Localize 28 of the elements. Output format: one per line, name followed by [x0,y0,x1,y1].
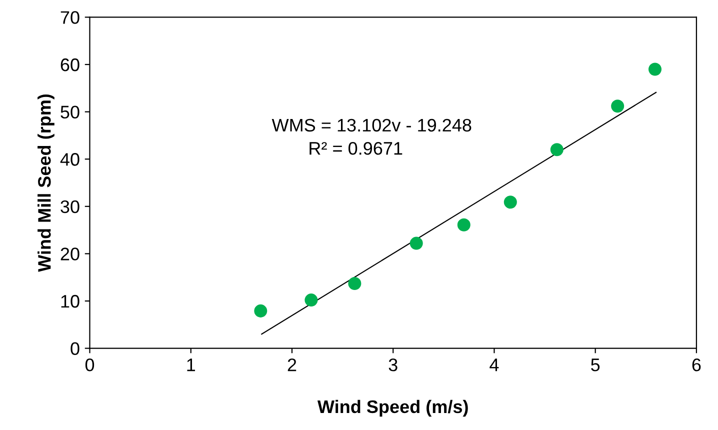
point [550,143,564,156]
x-axis-title: Wind Speed (m/s) [317,400,468,417]
y-tick-label: 30 [60,200,80,214]
point [504,196,517,209]
y-axis-title: Wind Mill Seed (rpm) [38,94,54,272]
point [254,304,268,318]
point [410,236,423,250]
point [304,294,318,307]
x-tick-label: 4 [490,358,499,372]
y-tick-label: 40 [60,153,80,166]
annotation: R² = 0.9671 [310,142,402,155]
x-tick-label: 3 [388,358,398,372]
y-tick-label: 10 [61,294,80,308]
annotation: WMS = 13.102v - 19.248 [272,118,472,132]
x-tick-label: 0 [85,358,94,372]
y-tick-label: 70 [60,11,80,24]
point [611,100,624,113]
x-tick-label: 5 [591,358,600,372]
y-tick-label: 60 [60,58,80,72]
y-tick-label: 0 [70,342,80,356]
x-tick-label: 2 [288,358,296,372]
y-tick-label: 50 [60,106,80,119]
x-tick-label: 1 [187,358,196,372]
point [648,62,662,76]
x-tick-label: 6 [692,358,701,372]
point [457,218,470,232]
point [348,276,362,290]
y-tick-label: 20 [60,248,80,260]
